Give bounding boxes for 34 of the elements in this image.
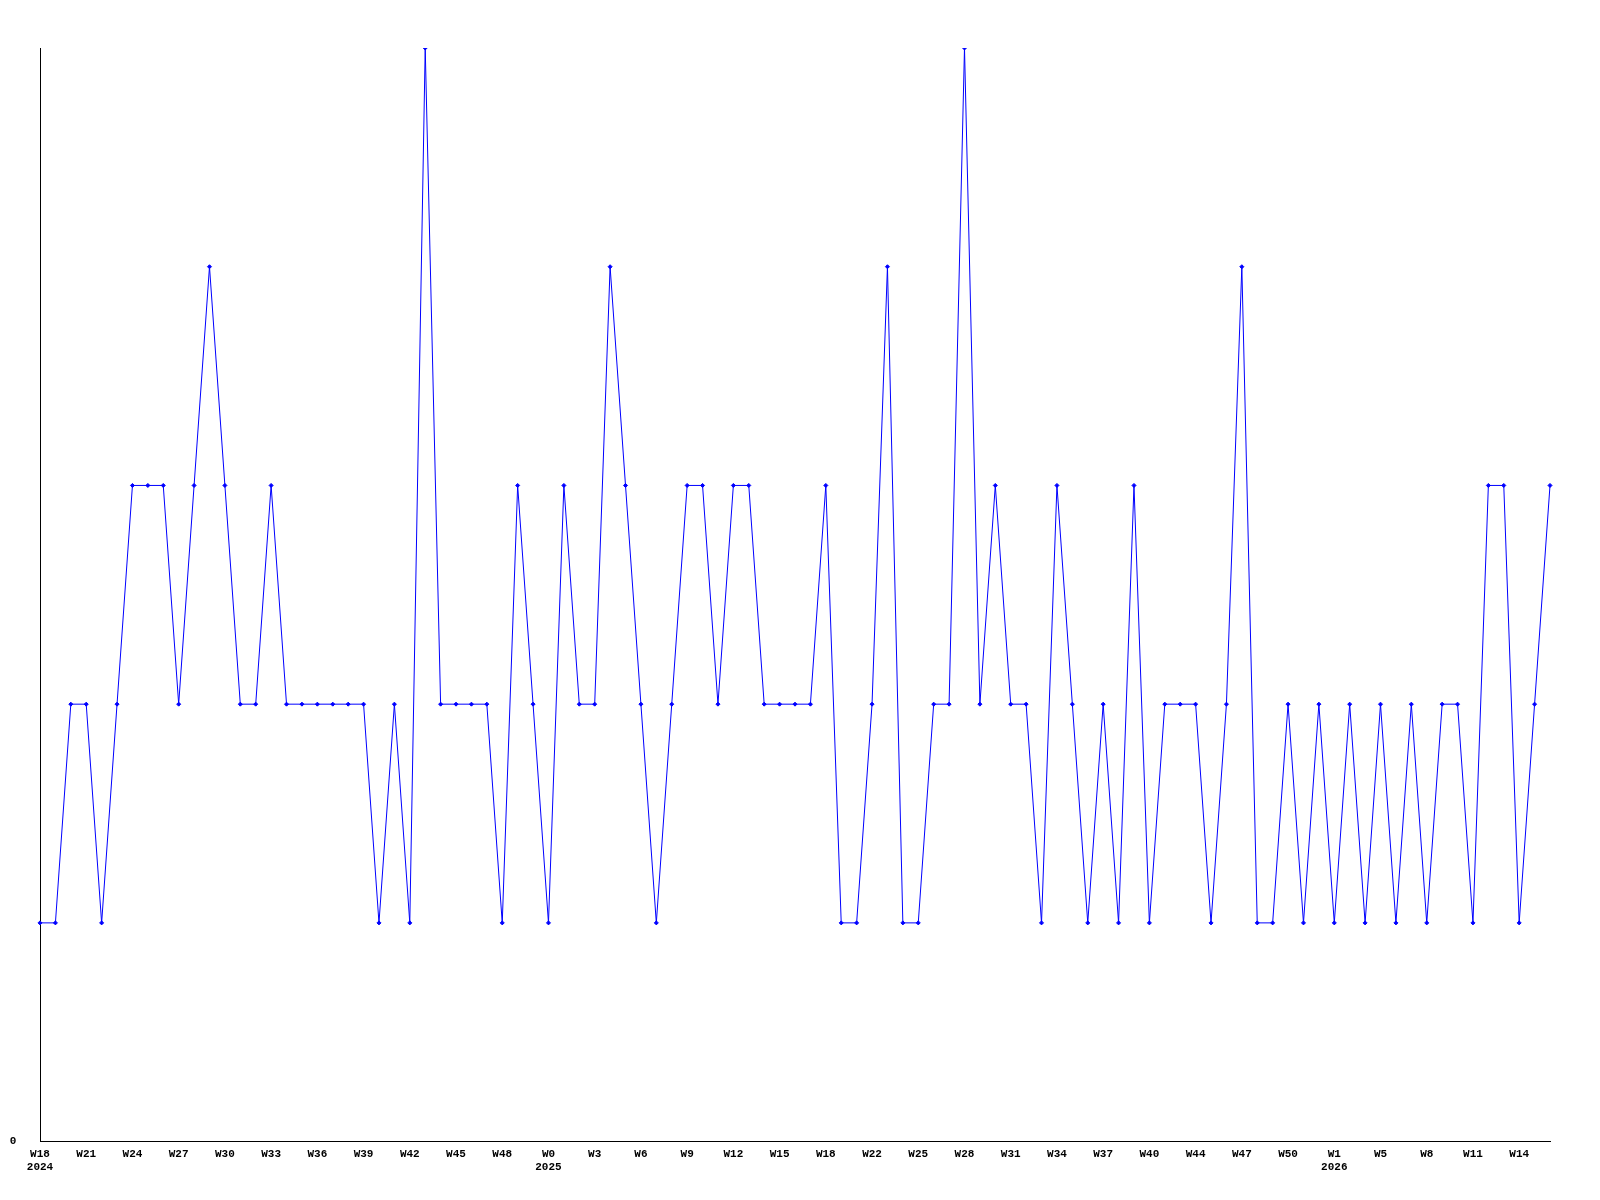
x-tick-label: W33 <box>261 1147 282 1160</box>
x-tick-label: W18 <box>815 1147 837 1160</box>
text: 0 <box>9 1135 17 1148</box>
x-tick-label: W24 <box>122 1147 143 1160</box>
x-tick-label: W39 <box>353 1147 374 1160</box>
x-tick-label: W50 <box>1278 1147 1298 1160</box>
x-tick-label: W15 <box>769 1147 790 1160</box>
x-tick-label: W34 <box>1047 1147 1068 1160</box>
x-tick-label: W30 <box>214 1147 235 1160</box>
x-tick-label: W0 2025 <box>535 1147 563 1174</box>
x-tick-label: W22 <box>862 1147 882 1160</box>
x-tick-label: W9 <box>680 1147 694 1160</box>
x-tick-label: W8 <box>1420 1147 1434 1160</box>
x-tick-label: W47 <box>1231 1147 1252 1160</box>
x-tick-label: W45 <box>446 1147 467 1160</box>
x-tick-label: W18 2024 <box>26 1147 54 1174</box>
x-tick-label: W44 <box>1185 1147 1206 1160</box>
x-tick-label: W40 <box>1139 1147 1160 1160</box>
x-tick-label: W25 <box>908 1147 929 1160</box>
x-tick-label: W27 <box>168 1147 189 1160</box>
x-tick-label: W28 <box>954 1147 975 1160</box>
x-tick-label: W6 <box>634 1147 648 1160</box>
x-tick-label: W37 <box>1093 1147 1114 1160</box>
x-tick-label: W36 <box>307 1147 328 1160</box>
x-tick-label: W21 <box>76 1147 97 1160</box>
x-tick-label: W12 <box>723 1147 744 1160</box>
x-tick-label: W1 2026 <box>1321 1147 1348 1174</box>
x-tick-label: W3 <box>588 1147 602 1160</box>
x-tick-label: W42 <box>399 1147 420 1160</box>
x-tick-label: W14 <box>1509 1147 1530 1160</box>
x-tick-label: W31 <box>1000 1147 1022 1160</box>
x-tick-label: W48 <box>492 1147 513 1160</box>
x-tick-label: W11 <box>1463 1147 1484 1160</box>
x-tick-label: W5 <box>1373 1147 1388 1160</box>
